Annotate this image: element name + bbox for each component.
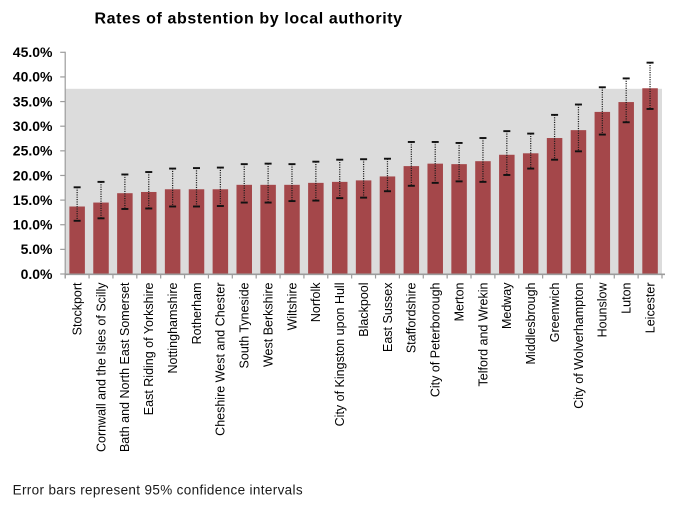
svg-text:Luton: Luton (619, 282, 633, 313)
svg-text:Greenwich: Greenwich (548, 282, 562, 342)
svg-text:Rotherham: Rotherham (190, 283, 204, 345)
svg-text:South Tyneside: South Tyneside (238, 282, 252, 368)
svg-text:30.0%: 30.0% (13, 118, 53, 134)
svg-text:Middlesbrough: Middlesbrough (524, 282, 538, 364)
svg-text:10.0%: 10.0% (13, 217, 53, 233)
svg-text:40.0%: 40.0% (13, 69, 53, 85)
svg-text:Error bars represent 95% confi: Error bars represent 95% confidence inte… (13, 483, 303, 498)
svg-text:East Riding of Yorkshire: East Riding of Yorkshire (142, 282, 156, 415)
svg-text:Merton: Merton (452, 282, 466, 321)
svg-text:0.0%: 0.0% (21, 266, 53, 282)
svg-text:Bath and North East Somerset: Bath and North East Somerset (118, 282, 132, 452)
svg-text:Norfolk: Norfolk (309, 282, 323, 322)
svg-text:45.0%: 45.0% (13, 44, 53, 60)
svg-text:City of Kingston upon Hull: City of Kingston upon Hull (333, 283, 347, 427)
svg-text:5.0%: 5.0% (21, 241, 53, 257)
svg-text:East Sussex: East Sussex (381, 282, 395, 352)
svg-text:Blackpool: Blackpool (357, 283, 371, 337)
svg-text:15.0%: 15.0% (13, 192, 53, 208)
svg-text:Nottinghamshire: Nottinghamshire (166, 282, 180, 373)
svg-text:West Berkshire: West Berkshire (261, 282, 275, 367)
svg-text:25.0%: 25.0% (13, 143, 53, 159)
svg-text:Medway: Medway (500, 282, 514, 329)
svg-text:35.0%: 35.0% (13, 93, 53, 109)
svg-text:Telford and Wrekin: Telford and Wrekin (476, 282, 490, 386)
svg-text:Stockport: Stockport (70, 282, 84, 335)
svg-text:Staffordshire: Staffordshire (405, 282, 419, 353)
svg-text:20.0%: 20.0% (13, 167, 53, 183)
svg-text:Cheshire West and Chester: Cheshire West and Chester (214, 283, 228, 436)
svg-text:Cornwall and the Isles of Scil: Cornwall and the Isles of Scilly (94, 282, 108, 452)
svg-text:City of Wolverhampton: City of Wolverhampton (572, 282, 586, 408)
svg-text:Hounslow: Hounslow (596, 282, 610, 338)
svg-text:Wiltshire: Wiltshire (285, 282, 299, 330)
svg-text:Rates of abstention by local a: Rates of abstention by local authority (95, 11, 403, 28)
svg-text:City of Peterborough: City of Peterborough (429, 282, 443, 397)
svg-text:Leicester: Leicester (643, 283, 657, 334)
